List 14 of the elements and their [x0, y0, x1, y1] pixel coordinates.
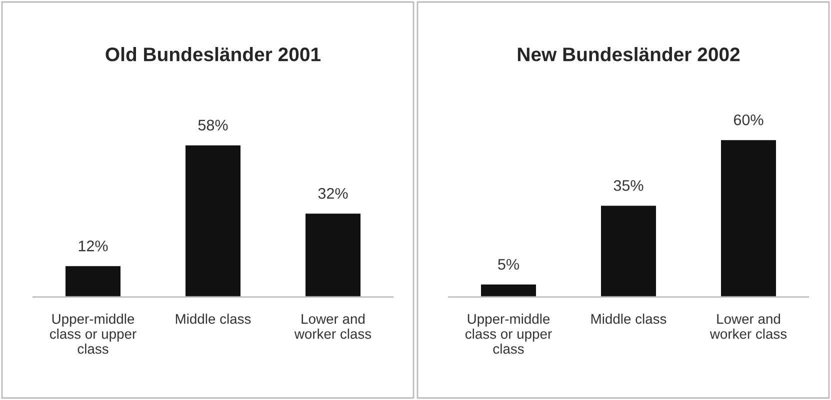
x-tick-label: Upper-middle class or upper class: [465, 314, 552, 354]
chart-title: New Bundesländer 2002: [518, 47, 740, 62]
x-tick-label: Middle class: [591, 314, 666, 324]
data-label: 32%: [318, 188, 348, 199]
x-tick-label: Upper-middle class or upper class: [50, 314, 136, 354]
chart-title: Old Bundesländer 2001: [106, 47, 321, 62]
data-label: 58%: [198, 120, 228, 131]
data-label: 5%: [498, 258, 519, 270]
data-label: 12%: [78, 240, 108, 252]
x-tick-label: Lower and worker class: [710, 314, 787, 339]
data-label: 35%: [614, 180, 644, 191]
x-tick-label: Lower and worker class: [294, 314, 372, 339]
data-label: 60%: [734, 114, 764, 126]
x-tick-label: Middle class: [176, 314, 251, 324]
